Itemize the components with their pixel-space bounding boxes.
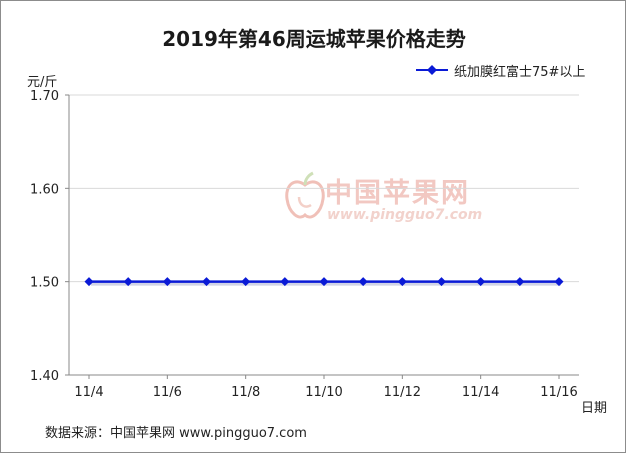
y-axis-label: 元/斤	[27, 75, 58, 90]
legend-line-marker-icon	[416, 65, 448, 75]
data-point	[476, 277, 486, 287]
x-tick-label: 11/6	[153, 385, 182, 400]
data-point	[84, 277, 94, 287]
data-point	[397, 277, 407, 287]
data-point	[554, 277, 564, 287]
x-tick-label: 11/10	[305, 385, 342, 400]
x-tick-label: 11/16	[540, 385, 577, 400]
watermark: 中国苹果网 www.pingguo7.com	[285, 167, 525, 231]
x-tick-label: 11/8	[231, 385, 260, 400]
x-tick-label: 11/14	[462, 385, 499, 400]
watermark-url: www.pingguo7.com	[327, 207, 483, 223]
data-source: 数据来源：中国苹果网 www.pingguo7.com	[45, 426, 307, 441]
data-point	[162, 277, 172, 287]
data-point	[358, 277, 368, 287]
x-axis-label: 日期	[581, 401, 608, 416]
x-tick-label: 11/4	[74, 385, 103, 400]
x-tick-label: 11/12	[384, 385, 421, 400]
data-point	[437, 277, 446, 287]
y-tick-label: 1.60	[30, 182, 59, 197]
chart-title: 2019年第46周运城苹果价格走势	[162, 27, 466, 51]
watermark-site-name: 中国苹果网	[325, 178, 470, 209]
data-point	[280, 277, 290, 287]
legend-series-label: 纸加膜红富士75#以上	[454, 64, 586, 80]
y-tick-label: 1.40	[30, 369, 59, 384]
y-tick-label: 1.50	[30, 276, 59, 291]
data-point	[319, 277, 329, 287]
y-tick-label: 1.70	[30, 89, 59, 104]
data-point	[515, 277, 525, 287]
data-point	[241, 277, 251, 287]
legend: 纸加膜红富士75#以上	[416, 60, 585, 80]
data-point	[202, 277, 211, 287]
data-point	[123, 277, 133, 287]
